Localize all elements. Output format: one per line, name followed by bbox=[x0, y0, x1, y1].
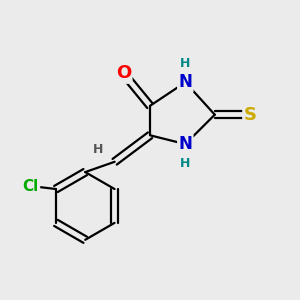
Text: N: N bbox=[178, 73, 192, 91]
Text: H: H bbox=[180, 57, 190, 70]
Text: H: H bbox=[93, 143, 104, 157]
Text: Cl: Cl bbox=[23, 178, 39, 194]
Text: S: S bbox=[244, 106, 256, 124]
Text: N: N bbox=[178, 135, 192, 153]
Text: H: H bbox=[180, 157, 190, 170]
Text: O: O bbox=[116, 64, 131, 82]
